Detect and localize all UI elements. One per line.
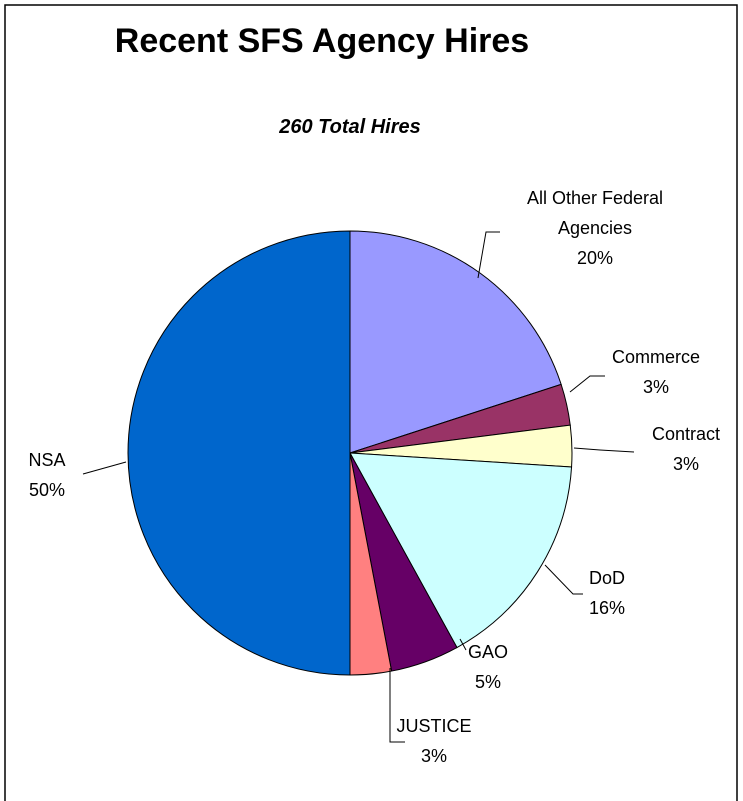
chart-title: Recent SFS Agency Hires: [114, 22, 530, 60]
value-label: 3%: [420, 746, 447, 766]
value-label: 50%: [28, 480, 66, 500]
category-label: Contract: [651, 424, 721, 444]
category-label: GAO: [467, 642, 508, 662]
pie-slice: [349, 452, 573, 649]
value-label: 3%: [672, 454, 699, 474]
leader-line: [573, 447, 635, 453]
slice-label: Contract 3%: [626, 419, 743, 479]
value-label: 20%: [576, 248, 614, 268]
leader-line: [389, 668, 405, 743]
slice-label: JUSTICE 3%: [374, 711, 494, 771]
category-label: JUSTICE: [396, 716, 472, 736]
slice-label: NSA 50%: [7, 445, 87, 505]
value-label: 5%: [474, 672, 501, 692]
leader-line: [459, 638, 467, 651]
slice-label: All Other Federal Agencies 20%: [495, 183, 695, 273]
leader-line: [82, 461, 127, 475]
category-label: DoD: [588, 568, 625, 588]
category-label: All Other Federal Agencies: [526, 188, 664, 238]
leader-line: [544, 564, 583, 595]
chart-border: [4, 4, 738, 801]
category-label: NSA: [28, 450, 66, 470]
category-label: Commerce: [611, 347, 700, 367]
pie-slice: [349, 230, 562, 454]
leader-line: [569, 375, 605, 393]
value-label: 3%: [642, 377, 669, 397]
leader-line: [477, 231, 500, 279]
pie-slice: [127, 230, 351, 676]
slice-label: Commerce 3%: [596, 342, 716, 402]
chart-subtitle: 260 Total Hires: [279, 116, 421, 138]
slice-label: DoD 16%: [567, 563, 647, 623]
slice-label: GAO 5%: [448, 637, 528, 697]
value-label: 16%: [588, 598, 626, 618]
